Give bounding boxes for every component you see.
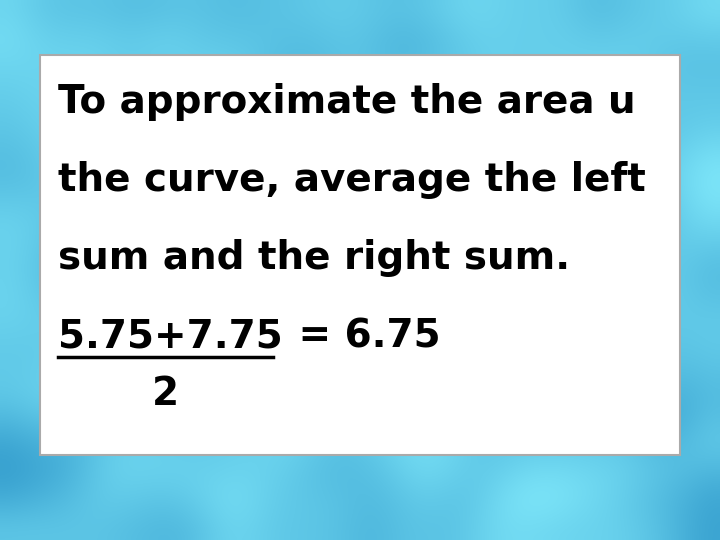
- Text: sum and the right sum.: sum and the right sum.: [58, 239, 570, 277]
- Text: the curve, average the left: the curve, average the left: [58, 161, 646, 199]
- Text: = 6.75: = 6.75: [285, 317, 441, 355]
- Text: 2: 2: [152, 375, 179, 413]
- Text: 5.75+7.75: 5.75+7.75: [58, 317, 283, 355]
- Bar: [40, 55, 680, 455]
- Text: To approximate the area u: To approximate the area u: [58, 83, 636, 121]
